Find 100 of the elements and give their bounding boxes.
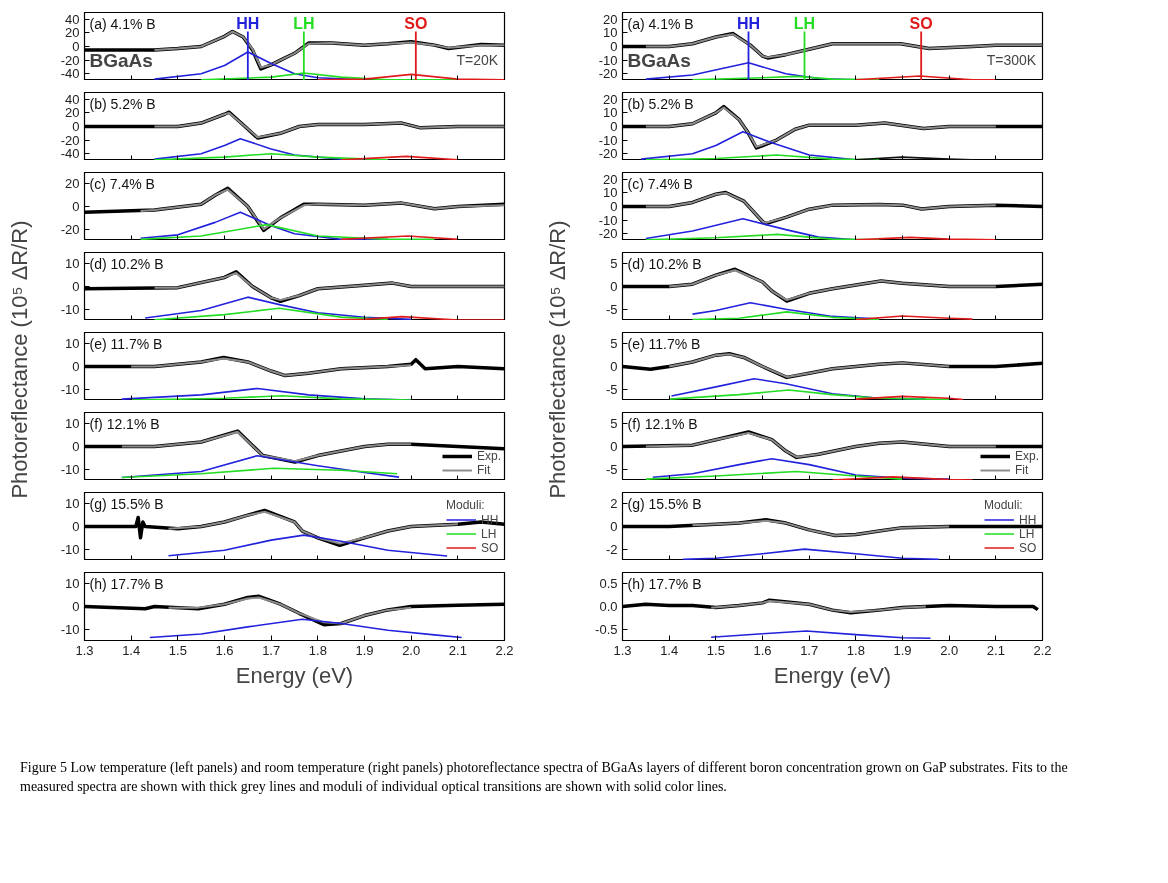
x-tick-label: 1.5 — [168, 642, 187, 658]
legend-label: Exp. — [476, 449, 501, 463]
chart-title: (b) 5.2% B — [627, 95, 694, 112]
legend-label: LH — [481, 526, 498, 541]
chart-title: (e) 11.7% B — [627, 335, 701, 352]
y-tick-label: -5 — [605, 461, 618, 477]
x-tick-label: 1.6 — [215, 642, 234, 658]
y-tick-label: 10 — [65, 256, 80, 272]
y-axis-title: Photoreflectance (10⁵ ΔR/R) — [544, 220, 570, 499]
y-tick-label: 5 — [610, 336, 618, 352]
x-tick-label: 1.7 — [262, 642, 281, 658]
y-tick-label: -40 — [60, 146, 80, 162]
annotation: T=300K — [986, 52, 1037, 69]
y-tick-label: 0 — [72, 439, 80, 454]
y-tick-label: 0 — [610, 359, 618, 374]
chart-title: (b) 5.2% B — [89, 95, 156, 112]
y-tick-label: 5 — [610, 256, 618, 272]
legend-label: Fit — [476, 463, 492, 477]
x-axis-title: Energy (eV) — [773, 662, 892, 688]
y-tick-label: 0 — [610, 39, 618, 54]
y-tick-label: 5 — [610, 416, 618, 432]
chart-title: (c) 7.4% B — [627, 175, 693, 192]
y-tick-label: 0 — [610, 119, 618, 134]
x-tick-label: 1.8 — [846, 642, 865, 658]
chart-title: (d) 10.2% B — [627, 255, 702, 272]
y-tick-label: -10 — [598, 132, 618, 148]
x-tick-label: 2.1 — [986, 642, 1005, 658]
y-axis-title: Photoreflectance (10⁵ ΔR/R) — [6, 220, 32, 499]
y-tick-label: -40 — [60, 66, 80, 82]
y-tick-label: 0 — [72, 39, 80, 54]
x-tick-label: 2.0 — [402, 642, 421, 658]
y-tick-label: 0 — [610, 199, 618, 214]
y-tick-label: 0 — [72, 279, 80, 294]
y-tick-label: 0 — [72, 199, 80, 214]
chart-title: (a) 4.1% B — [627, 15, 694, 32]
x-tick-label: 1.3 — [75, 642, 94, 658]
annotation: T=20K — [456, 52, 499, 69]
y-tick-label: 20 — [65, 25, 80, 41]
chart-title: (d) 10.2% B — [89, 255, 164, 272]
y-tick-label: 0 — [72, 519, 80, 534]
y-tick-label: 10 — [603, 105, 618, 121]
y-tick-label: -5 — [605, 381, 618, 397]
caption: Figure 5 Low temperature (left panels) and room temperature (right panels) photoreflectance spectra of BGaAs layers of different boron concentration grown on GaP substrates. Fits to the measured spectra are shown with thick grey lines and moduli of individual optical transitions are shown with solid color lines. — [20, 759, 1069, 796]
y-tick-label: 40 — [65, 91, 80, 107]
x-tick-label: 1.6 — [753, 642, 772, 658]
chart-title: (f) 12.1% B — [627, 415, 698, 432]
ref-line-label: LH — [793, 14, 816, 32]
y-tick-label: -5 — [605, 301, 618, 317]
chart-title: (h) 17.7% B — [89, 575, 164, 592]
y-tick-label: -10 — [60, 461, 80, 477]
y-tick-label: 0.0 — [599, 599, 618, 614]
legend-label: SO — [481, 540, 500, 555]
ref-line-label: LH — [293, 14, 315, 32]
chart-title: (a) 4.1% B — [89, 15, 156, 32]
y-tick-label: 20 — [65, 176, 80, 192]
y-tick-label: -20 — [598, 226, 618, 242]
y-tick-label: 10 — [603, 25, 618, 41]
chart-title: (g) 15.5% B — [89, 495, 164, 512]
chart-title: (h) 17.7% B — [627, 575, 702, 592]
y-tick-label: -10 — [60, 301, 80, 317]
x-tick-label: 1.4 — [660, 642, 679, 658]
ref-line-label: SO — [404, 14, 428, 32]
y-tick-label: 20 — [65, 105, 80, 121]
y-tick-label: -10 — [60, 541, 80, 557]
y-tick-label: 0 — [72, 119, 80, 134]
y-tick-label: 0 — [610, 519, 618, 534]
legend-title: Moduli: — [984, 497, 1024, 512]
chart-title: (c) 7.4% B — [89, 175, 155, 192]
y-tick-label: 0 — [610, 439, 618, 454]
y-tick-label: 10 — [65, 496, 80, 512]
y-tick-label: 10 — [65, 416, 80, 432]
legend-label: LH — [1019, 526, 1036, 541]
y-tick-label: -10 — [60, 381, 80, 397]
chart-title: (g) 15.5% B — [627, 495, 702, 512]
y-tick-label: 10 — [65, 336, 80, 352]
y-tick-label: 0 — [72, 599, 80, 614]
y-tick-label: -20 — [60, 52, 80, 68]
x-tick-label: 2.1 — [448, 642, 467, 658]
y-tick-label: 0 — [610, 279, 618, 294]
chart-title: (e) 11.7% B — [89, 335, 163, 352]
ref-line-label: HH — [736, 14, 761, 32]
legend-title: Moduli: — [446, 497, 486, 512]
y-tick-label: 20 — [603, 91, 618, 107]
y-tick-label: -0.5 — [595, 621, 618, 637]
annotation: BGaAs — [89, 49, 153, 71]
y-tick-label: 0 — [72, 359, 80, 374]
x-tick-label: 1.4 — [122, 642, 141, 658]
y-tick-label: -20 — [598, 146, 618, 162]
x-tick-label: 1.9 — [355, 642, 374, 658]
annotation: BGaAs — [627, 49, 691, 71]
x-axis-title: Energy (eV) — [235, 662, 354, 688]
x-tick-label: 1.9 — [893, 642, 912, 658]
legend-label: Exp. — [1014, 449, 1039, 463]
ref-line-label: HH — [236, 14, 260, 32]
y-tick-label: 0.5 — [599, 576, 618, 592]
chart-title: (f) 12.1% B — [89, 415, 160, 432]
legend-label: SO — [1019, 540, 1038, 555]
x-tick-label: 1.8 — [308, 642, 327, 658]
x-tick-label: 1.7 — [800, 642, 819, 658]
x-tick-label: 2.0 — [940, 642, 959, 658]
